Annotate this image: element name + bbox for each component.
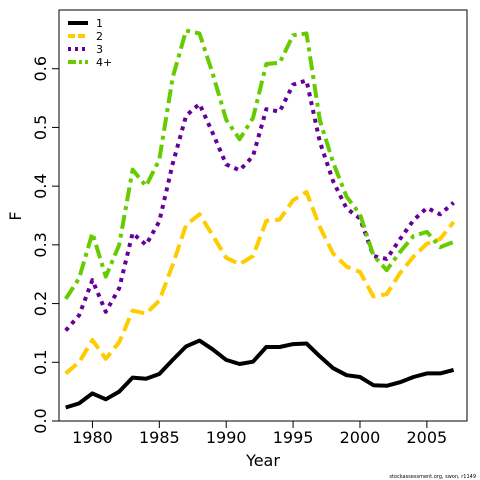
x-tick-label: 1980 (72, 428, 113, 447)
y-tick-label: 0.3 (31, 232, 50, 257)
series-line-2 (64, 190, 456, 375)
x-axis: 1980 1985 1990 1995 2000 2005 (72, 421, 447, 447)
source-note: stockassessment.org, swon, r1149 (389, 474, 476, 480)
legend-label: 2 (96, 30, 103, 43)
y-tick-label: 0.5 (31, 115, 50, 140)
series-line-3 (64, 78, 455, 332)
y-tick-label: 0.0 (31, 408, 50, 433)
x-axis-title: Year (245, 451, 280, 470)
series-lines (64, 28, 456, 410)
y-tick-label: 0.1 (31, 350, 50, 375)
series-line-1 (65, 338, 455, 410)
legend-label: 4+ (96, 56, 112, 69)
x-tick-label: 1995 (273, 428, 314, 447)
x-tick-label: 2005 (407, 428, 448, 447)
x-tick-label: 2000 (340, 428, 381, 447)
y-axis-title: F (6, 211, 25, 220)
y-tick-label: 0.2 (31, 291, 50, 316)
series-line-4plus (64, 28, 455, 300)
x-tick-label: 1990 (206, 428, 247, 447)
legend-label: 3 (96, 43, 103, 56)
y-axis: 0.0 0.1 0.2 0.3 0.4 0.5 0.6 (31, 56, 59, 434)
x-tick-label: 1985 (139, 428, 180, 447)
y-tick-label: 0.6 (31, 56, 50, 81)
plot-frame (58, 9, 468, 422)
legend-label: 1 (96, 17, 103, 30)
y-tick-label: 0.4 (31, 173, 50, 198)
